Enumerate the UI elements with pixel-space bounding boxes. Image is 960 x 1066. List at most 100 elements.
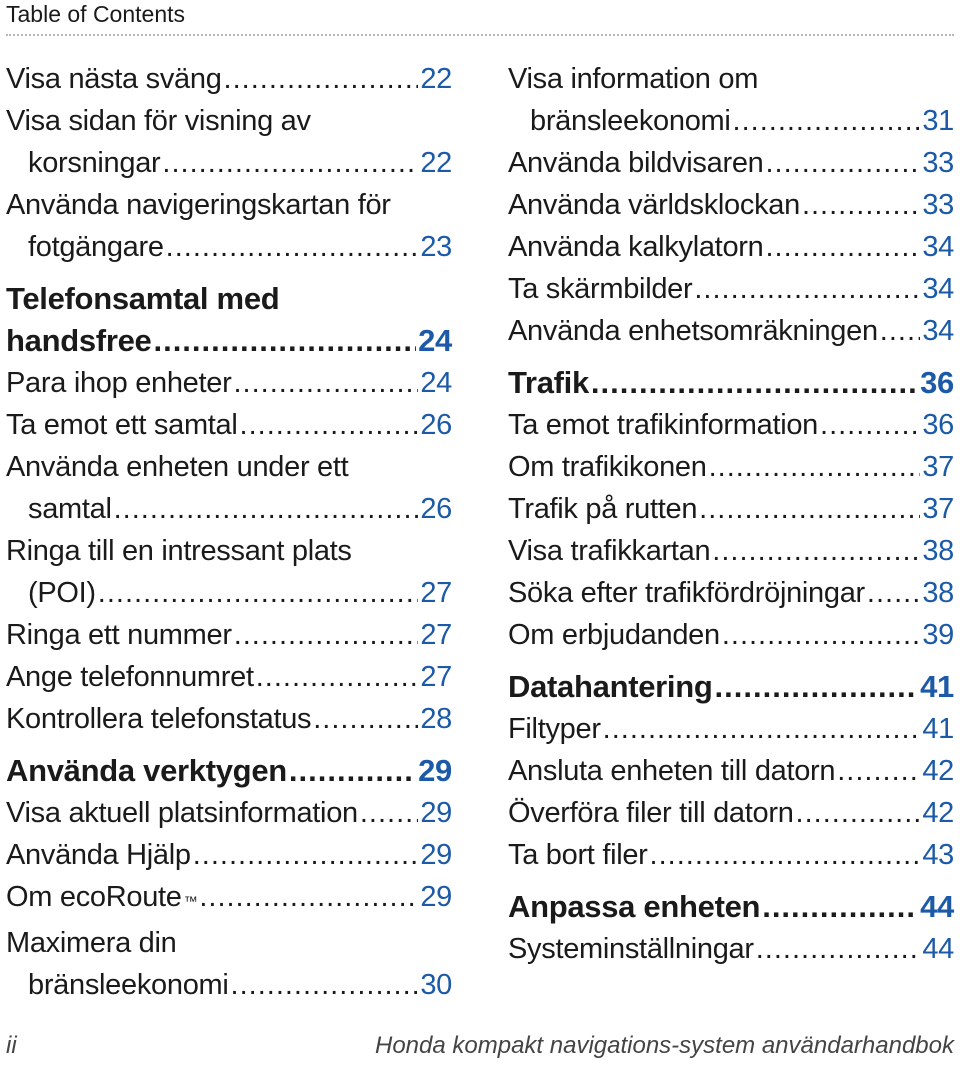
toc-entry[interactable]: Systeminställningar 44 bbox=[508, 928, 954, 970]
toc-section-heading[interactable]: Datahantering 41 bbox=[508, 666, 954, 708]
header-divider bbox=[6, 34, 954, 36]
toc-page-number[interactable]: 29 bbox=[420, 839, 452, 871]
toc-section-heading[interactable]: Trafik 36 bbox=[508, 362, 954, 404]
toc-page-number[interactable]: 38 bbox=[922, 577, 954, 609]
toc-page-number[interactable]: 26 bbox=[420, 409, 452, 441]
toc-page-number[interactable]: 44 bbox=[922, 933, 954, 965]
toc-section-heading[interactable]: Anpassa enheten 44 bbox=[508, 886, 954, 928]
dot-leader bbox=[224, 58, 419, 100]
toc-page-number[interactable]: 34 bbox=[922, 231, 954, 263]
running-header: Table of Contents bbox=[6, 1, 186, 27]
toc-entry[interactable]: Använda enheten under ett samtal 26 bbox=[6, 446, 452, 530]
toc-entry-title: Kontrollera telefonstatus bbox=[6, 703, 312, 735]
toc-entry[interactable]: Maximera din bränsleekonomi 30 bbox=[6, 922, 452, 1006]
dot-leader bbox=[256, 656, 419, 698]
toc-page-number[interactable]: 37 bbox=[922, 493, 954, 525]
toc-entry[interactable]: Visa aktuell platsinformation 29 bbox=[6, 792, 452, 834]
toc-page-number[interactable]: 26 bbox=[420, 493, 452, 525]
toc-entry[interactable]: Visa information om bränsleekonomi 31 bbox=[508, 58, 954, 142]
toc-entry[interactable]: Ta skärmbilder 34 bbox=[508, 268, 954, 310]
toc-entry[interactable]: Använda världsklockan 33 bbox=[508, 184, 954, 226]
toc-entry-title: Visa aktuell platsinformation bbox=[6, 797, 358, 829]
toc-page-number[interactable]: 27 bbox=[420, 619, 452, 651]
toc-entry[interactable]: Ange telefonnumret 27 bbox=[6, 656, 452, 698]
toc-entry-title: Trafik på rutten bbox=[508, 493, 698, 525]
toc-entry[interactable]: Filtyper 41 bbox=[508, 708, 954, 750]
toc-page-number[interactable]: 42 bbox=[922, 797, 954, 829]
toc-entry-title-line: Ringa till en intressant plats bbox=[6, 535, 352, 567]
dot-leader bbox=[712, 530, 920, 572]
toc-page-number[interactable]: 33 bbox=[922, 189, 954, 221]
toc-page-number[interactable]: 27 bbox=[420, 577, 452, 609]
toc-entry[interactable]: Visa sidan för visning av korsningar 22 bbox=[6, 100, 452, 184]
toc-entry[interactable]: Om erbjudanden 39 bbox=[508, 614, 954, 656]
toc-page-number[interactable]: 34 bbox=[922, 273, 954, 305]
toc-entry-title: Visa trafikkartan bbox=[508, 535, 711, 567]
toc-page-number[interactable]: 31 bbox=[922, 105, 954, 137]
toc-page-number[interactable]: 41 bbox=[920, 669, 954, 704]
toc-page-number[interactable]: 29 bbox=[420, 881, 452, 913]
toc-page-number[interactable]: 38 bbox=[922, 535, 954, 567]
toc-page-number[interactable]: 44 bbox=[920, 889, 954, 924]
toc-entry[interactable]: Ansluta enheten till datorn 42 bbox=[508, 750, 954, 792]
toc-page-number[interactable]: 23 bbox=[420, 231, 452, 263]
toc-page-number[interactable]: 22 bbox=[420, 147, 452, 179]
toc-entry-title: korsningar bbox=[28, 147, 161, 179]
dot-leader bbox=[765, 142, 920, 184]
toc-entry[interactable]: Använda kalkylatorn 34 bbox=[508, 226, 954, 268]
dot-leader bbox=[199, 876, 418, 918]
toc-entry[interactable]: Trafik på rutten 37 bbox=[508, 488, 954, 530]
toc-page-number[interactable]: 37 bbox=[922, 451, 954, 483]
toc-entry[interactable]: Använda bildvisaren 33 bbox=[508, 142, 954, 184]
toc-page-number[interactable]: 43 bbox=[922, 839, 954, 871]
toc-entry-title-line: Maximera din bbox=[6, 927, 177, 959]
toc-page-number[interactable]: 29 bbox=[420, 797, 452, 829]
toc-section-heading[interactable]: Använda verktygen 29 bbox=[6, 750, 452, 792]
dot-leader bbox=[699, 488, 920, 530]
toc-page-number[interactable]: 36 bbox=[922, 409, 954, 441]
toc-entry[interactable]: Ringa till en intressant plats (POI) 27 bbox=[6, 530, 452, 614]
toc-page-number[interactable]: 29 bbox=[418, 753, 452, 788]
dot-leader bbox=[114, 488, 419, 530]
toc-page-number[interactable]: 24 bbox=[418, 323, 452, 358]
toc-entry[interactable]: Visa nästa sväng 22 bbox=[6, 58, 452, 100]
toc-entry-title: Använda kalkylatorn bbox=[508, 231, 764, 263]
toc-entry[interactable]: Ta emot trafikinformation 36 bbox=[508, 404, 954, 446]
toc-page-number[interactable]: 28 bbox=[420, 703, 452, 735]
toc-entry[interactable]: Om trafikikonen 37 bbox=[508, 446, 954, 488]
toc-entry-title-line: Telefonsamtal med bbox=[6, 281, 280, 316]
toc-entry-title: Visa nästa sväng bbox=[6, 63, 222, 95]
toc-page-number[interactable]: 27 bbox=[420, 661, 452, 693]
toc-entry[interactable]: Ta emot ett samtal 26 bbox=[6, 404, 452, 446]
toc-section-heading[interactable]: Telefonsamtal med handsfree 24 bbox=[6, 278, 452, 362]
toc-entry[interactable]: Använda Hjälp 29 bbox=[6, 834, 452, 876]
toc-page-number[interactable]: 24 bbox=[420, 367, 452, 399]
toc-entry[interactable]: Visa trafikkartan 38 bbox=[508, 530, 954, 572]
toc-entry-title: bränsleekonomi bbox=[28, 969, 229, 1001]
toc-page-number[interactable]: 42 bbox=[922, 755, 954, 787]
toc-entry[interactable]: Använda enhetsomräkningen 34 bbox=[508, 310, 954, 352]
manual-title: Honda kompakt navigations-system använda… bbox=[374, 1032, 954, 1059]
toc-entry-title-line: Använda navigeringskartan för bbox=[6, 189, 391, 221]
toc-entry-title: Ta emot ett samtal bbox=[6, 409, 238, 441]
toc-entry[interactable]: Kontrollera telefonstatus 28 bbox=[6, 698, 452, 740]
toc-page-number[interactable]: 30 bbox=[420, 969, 452, 1001]
toc-entry-title-line: Visa information om bbox=[508, 63, 759, 95]
toc-page-number[interactable]: 36 bbox=[920, 365, 954, 400]
toc-page-number[interactable]: 39 bbox=[922, 619, 954, 651]
toc-entry[interactable]: Använda navigeringskartan för fotgängare 2… bbox=[6, 184, 452, 268]
dot-leader bbox=[231, 964, 419, 1006]
toc-entry[interactable]: Överföra filer till datorn 42 bbox=[508, 792, 954, 834]
toc-page-number[interactable]: 41 bbox=[922, 713, 954, 745]
toc-entry[interactable]: Ringa ett nummer 27 bbox=[6, 614, 452, 656]
toc-entry-title: Systeminställningar bbox=[508, 933, 754, 965]
dot-leader bbox=[765, 226, 920, 268]
toc-page-number[interactable]: 33 bbox=[922, 147, 954, 179]
toc-entry[interactable]: Söka efter trafikfördröjningar 38 bbox=[508, 572, 954, 614]
toc-entry[interactable]: Para ihop enheter 24 bbox=[6, 362, 452, 404]
toc-entry-title-line: Visa sidan för visning av bbox=[6, 105, 311, 137]
toc-entry[interactable]: Ta bort filer 43 bbox=[508, 834, 954, 876]
toc-page-number[interactable]: 34 bbox=[922, 315, 954, 347]
toc-page-number[interactable]: 22 bbox=[420, 63, 452, 95]
